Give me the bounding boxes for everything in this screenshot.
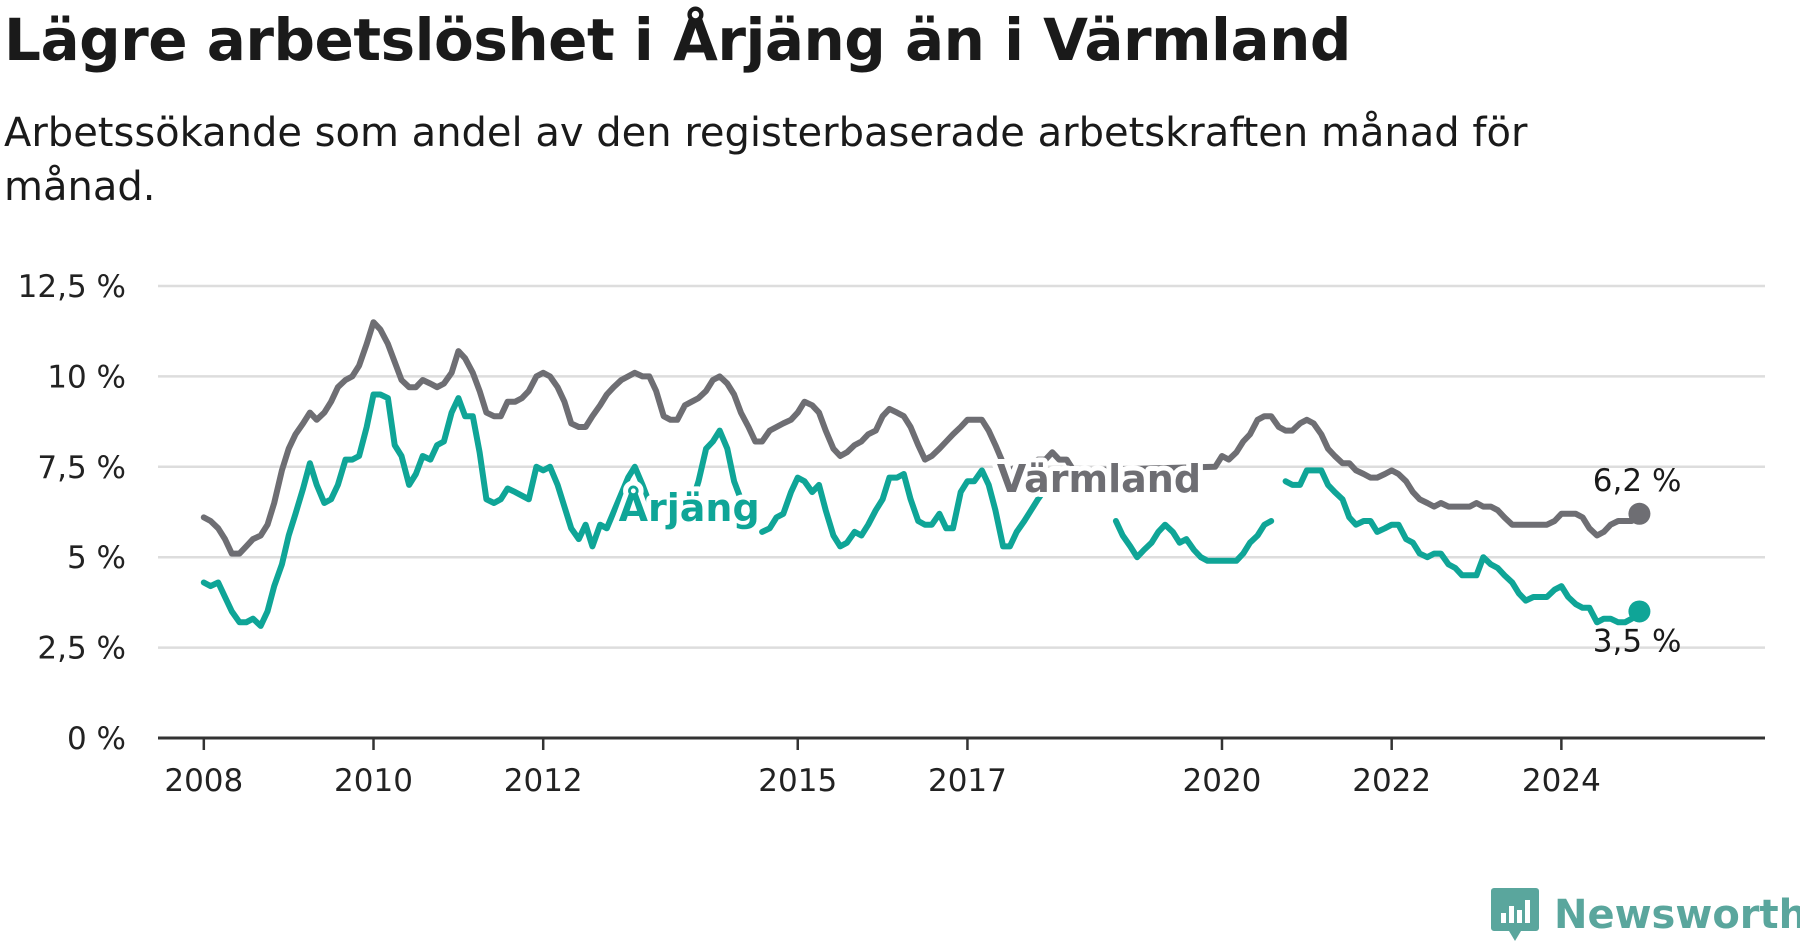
end-marker-arjang: [1628, 600, 1651, 623]
x-tick-label: 2024: [1522, 763, 1601, 799]
end-value-label-varmland: 6,2 %: [1593, 463, 1682, 499]
y-tick-label: 0 %: [67, 721, 126, 757]
x-axis-ticks: 2008 2010 2012 2015 2017 2020 2022 2024: [158, 736, 1765, 799]
chart-subtitle: Arbetssökande som andel av den registerb…: [4, 110, 1528, 210]
end-marker-varmland: [1628, 502, 1651, 525]
x-tick-label: 2010: [334, 763, 413, 799]
series-name-arjang: Årjäng: [619, 486, 760, 530]
series-lines: [200, 319, 1651, 629]
y-axis-ticks: 0 % 2,5 % 5 % 7,5 % 10 % 12,5 %: [18, 269, 126, 757]
newsworthy-logo: Newsworthy: [1490, 886, 1800, 944]
y-tick-label: 5 %: [67, 540, 126, 576]
newsworthy-logo-icon: [1491, 888, 1539, 941]
y-tick-label: 10 %: [47, 359, 126, 395]
series-line-varmland: [200, 319, 1643, 557]
series-line-arjang: [200, 391, 1643, 629]
y-tick-label: 2,5 %: [37, 631, 126, 667]
y-tick-label: 7,5 %: [37, 450, 126, 486]
series-name-varmland: Värmland: [997, 457, 1201, 501]
brand-name: Newsworthy: [1554, 892, 1800, 938]
x-tick-label: 2022: [1352, 763, 1431, 799]
x-tick-label: 2008: [164, 763, 243, 799]
y-tick-label: 12,5 %: [18, 269, 126, 305]
x-tick-label: 2020: [1183, 763, 1262, 799]
end-value-label-arjang: 3,5 %: [1593, 623, 1682, 659]
grid-lines: [158, 284, 1765, 649]
x-tick-label: 2017: [928, 763, 1007, 799]
x-tick-label: 2015: [758, 763, 837, 799]
series-labels: 6,2 % 3,5 % Värmland Årjäng: [614, 452, 1682, 659]
x-tick-label: 2012: [504, 763, 583, 799]
chart-title: Lägre arbetslöshet i Årjäng än i Värmlan…: [4, 6, 1351, 74]
